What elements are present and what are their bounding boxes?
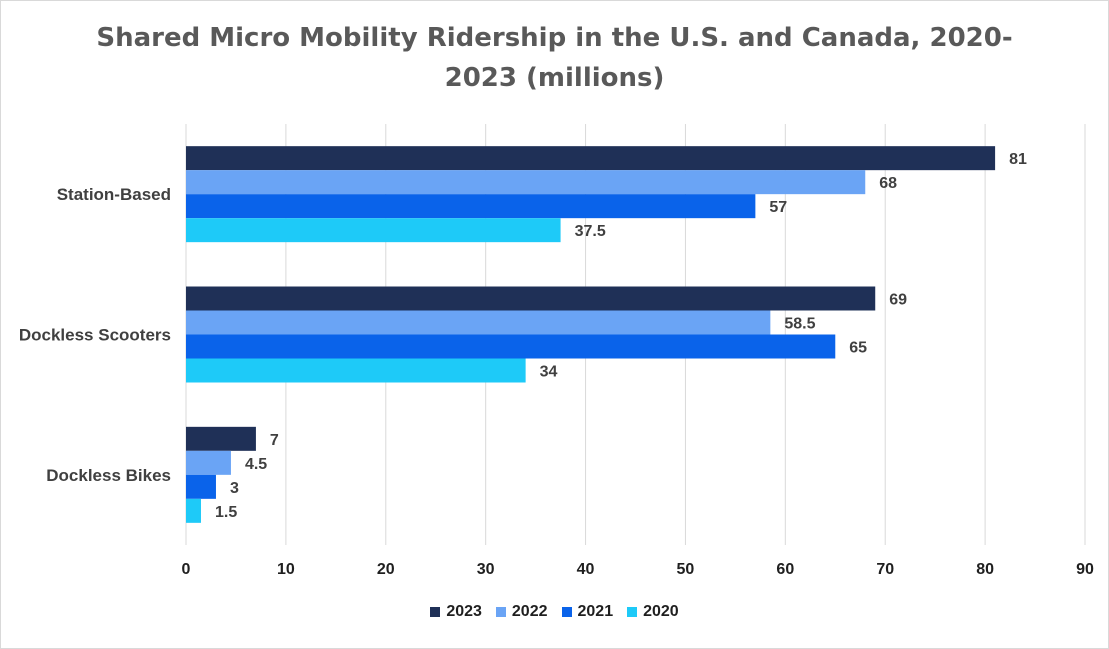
chart-legend: 2023 2022 2021 2020 [0,603,1109,621]
category-label: Dockless Bikes [46,466,171,485]
data-label: 69 [889,292,907,309]
data-label: 57 [769,199,787,216]
bar-2022-dockless-scooters [186,310,771,335]
x-tick-label: 80 [976,561,994,578]
legend-label-2022: 2022 [511,603,548,620]
data-label: 37.5 [575,223,606,240]
chart-title-line-1: Shared Micro Mobility Ridership in the U… [96,23,1013,53]
x-tick-label: 10 [277,561,295,578]
legend-item-2023: 2023 [430,603,482,621]
category-label: Station-Based [57,185,171,204]
bar-2023-dockless-bikes [186,426,256,451]
data-label: 1.5 [215,504,237,521]
bar-2020-dockless-bikes [186,498,201,523]
legend-swatch-2021 [561,607,572,617]
legend-label-2020: 2020 [643,603,679,620]
chart-title-line-2: 2023 (millions) [444,63,665,93]
legend-item-2021: 2021 [561,603,614,621]
category-label: Dockless Scooters [19,326,171,345]
bar-2021-dockless-bikes [186,474,216,499]
data-label: 68 [879,175,897,192]
x-tick-label: 40 [577,561,595,578]
bar-2021-station-based [186,194,756,219]
legend-label-2023: 2023 [446,603,482,620]
legend-swatch-2020 [627,607,638,617]
data-label: 7 [270,432,279,449]
x-tick-label: 0 [182,561,191,578]
bar-2023-station-based [186,146,996,171]
x-tick-label: 30 [477,561,495,578]
x-tick-label: 20 [377,561,395,578]
bar-2020-station-based [186,218,561,243]
data-label: 4.5 [245,456,267,473]
x-tick-label: 90 [1076,561,1094,578]
legend-label-2021: 2021 [577,603,614,620]
x-tick-label: 50 [677,561,695,578]
data-label: 65 [849,340,867,357]
data-label: 34 [540,364,558,381]
data-label: 58.5 [784,316,815,333]
bar-2021-dockless-scooters [186,334,836,359]
bar-2022-station-based [186,170,866,195]
legend-swatch-2023 [430,607,441,617]
chart-title: Shared Micro Mobility Ridership in the U… [0,18,1109,98]
bar-2023-dockless-scooters [186,286,876,311]
legend-item-2022: 2022 [495,603,548,621]
x-tick-label: 60 [776,561,794,578]
legend-item-2020: 2020 [627,603,679,621]
x-tick-label: 70 [876,561,894,578]
bar-2022-dockless-bikes [186,450,231,475]
bar-2020-dockless-scooters [186,358,526,383]
data-label: 3 [230,480,239,497]
data-label: 81 [1009,151,1027,168]
legend-swatch-2022 [495,607,506,617]
